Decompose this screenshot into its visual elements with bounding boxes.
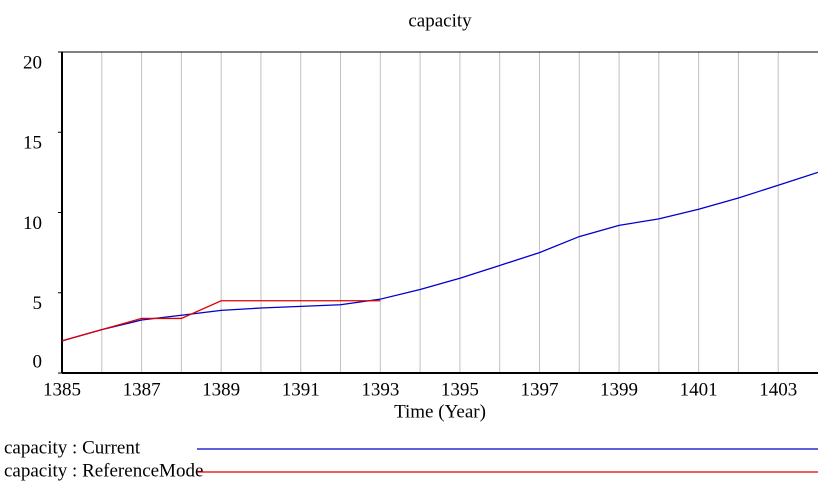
chart-title: capacity	[408, 10, 472, 31]
x-tick-label: 1397	[520, 379, 558, 400]
legend-label: capacity : ReferenceMode	[4, 460, 203, 481]
x-tick-label: 1387	[123, 379, 161, 400]
x-tick-label: 1389	[202, 379, 240, 400]
x-tick-label: 1385	[43, 379, 81, 400]
x-tick-label: 1401	[680, 379, 718, 400]
legend-label: capacity : Current	[4, 437, 141, 458]
y-tick-label: 10	[23, 213, 42, 234]
x-tick-label: 1395	[441, 379, 479, 400]
y-tick-label: 15	[23, 133, 42, 154]
line-series	[61, 300, 381, 342]
y-tick-label: 20	[23, 52, 42, 73]
x-tick-label: 1393	[361, 379, 399, 400]
x-tick-label: 1399	[600, 379, 638, 400]
line-series	[61, 171, 818, 342]
x-tick-label: 1391	[282, 379, 320, 400]
x-axis-label: Time (Year)	[394, 401, 486, 422]
y-tick-label: 0	[33, 351, 43, 372]
x-tick-label: 1403	[759, 379, 797, 400]
y-tick-label: 5	[33, 293, 43, 314]
